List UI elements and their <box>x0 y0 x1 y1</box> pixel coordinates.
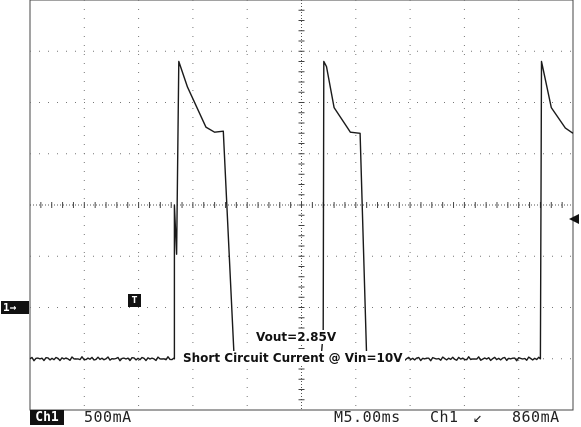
trigger-level-arrow <box>569 214 579 224</box>
trigger-level-readout: 860mA <box>512 408 560 426</box>
vout-annotation: Vout=2.85V <box>254 330 339 344</box>
channel-badge: Ch1 <box>30 410 64 425</box>
trigger-position-marker: T <box>128 294 141 307</box>
trigger-slope-icon: ↙ <box>473 408 483 426</box>
graticule <box>29 0 574 411</box>
timebase-readout: M5.00ms <box>334 408 401 426</box>
caption-annotation: Short Circuit Current @ Vin=10V <box>181 351 405 365</box>
ground-marker: 1→ <box>1 301 29 314</box>
trigger-channel-readout: Ch1 <box>430 408 459 426</box>
ch1-scale-readout: 500mA <box>84 408 132 426</box>
